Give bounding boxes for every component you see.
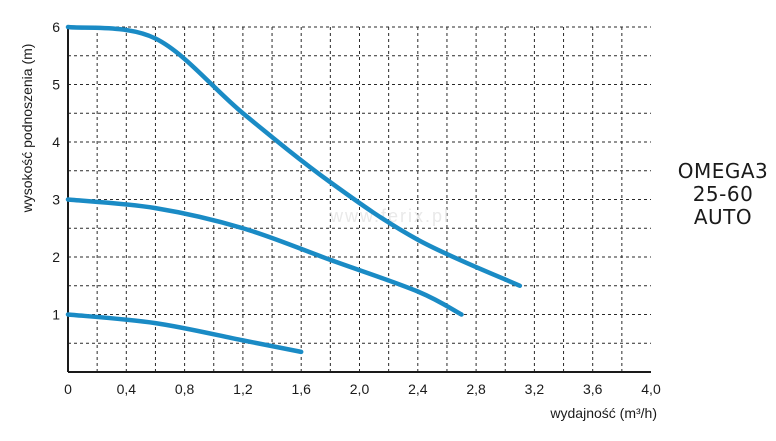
x-tick-labels: 0 0,4 0,8 1,2 1,6 2,0 2,4 2,8 3,2 3,6 4,0 (64, 381, 661, 397)
y-axis-label: wysokość podnoszenia (m) (19, 44, 35, 214)
series-group (65, 24, 523, 355)
model-title: OMEGA3 25-60 AUTO (668, 160, 776, 229)
x-tick-label: 3,2 (525, 381, 545, 397)
x-tick-label: 2,0 (350, 381, 370, 397)
y-tick-labels: 1 2 3 4 5 6 (52, 19, 60, 323)
pump-curve-1 (65, 24, 523, 288)
x-tick-label: 2,4 (408, 381, 428, 397)
y-tick-label: 2 (52, 249, 60, 265)
x-tick-label: 2,8 (466, 381, 486, 397)
y-tick-label: 4 (52, 134, 60, 150)
model-title-line: AUTO (693, 205, 753, 229)
x-tick-label: 0 (64, 381, 72, 397)
x-axis-label: wydajność (m³/h) (549, 405, 657, 421)
grid (68, 26, 651, 372)
pump-curve-2 (65, 197, 464, 317)
model-title-line: 25-60 (692, 182, 754, 206)
pump-curve-3 (65, 312, 304, 355)
y-tick-label: 1 (52, 307, 60, 323)
y-tick-label: 5 (52, 77, 60, 93)
model-title-line: OMEGA3 (677, 159, 769, 183)
y-tick-label: 3 (52, 192, 60, 208)
x-tick-label: 4,0 (641, 381, 661, 397)
x-tick-label: 0,4 (117, 381, 137, 397)
y-tick-label: 6 (52, 19, 60, 35)
x-tick-label: 1,2 (233, 381, 253, 397)
x-tick-label: 0,8 (175, 381, 195, 397)
x-tick-label: 3,6 (583, 381, 603, 397)
x-tick-label: 1,6 (291, 381, 311, 397)
watermark: www.ferix.pl (329, 206, 450, 226)
